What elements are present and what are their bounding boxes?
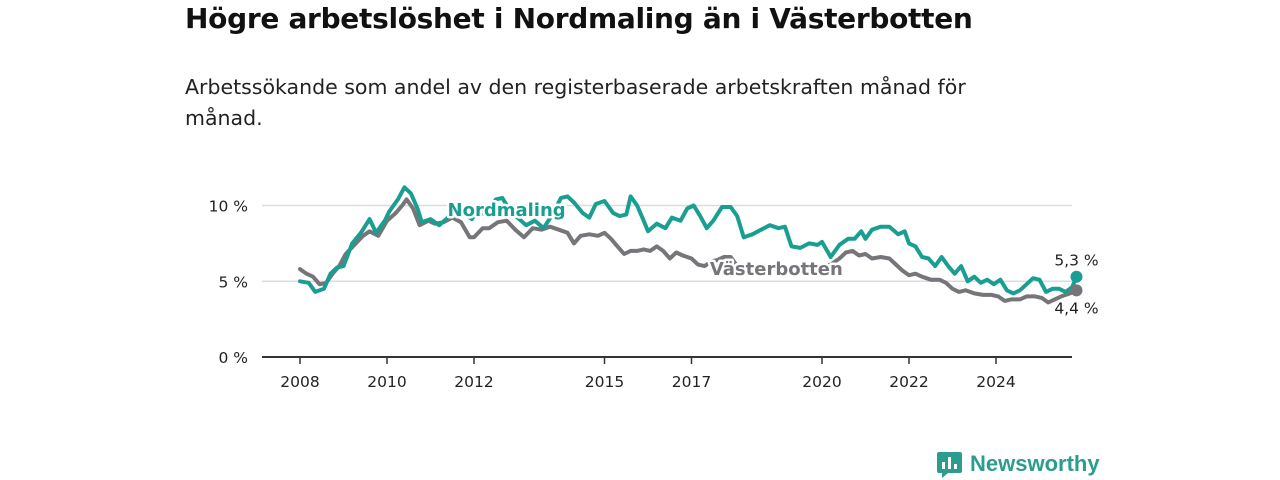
chart-title: Högre arbetslöshet i Nordmaling än i Väs… — [185, 2, 973, 35]
axes: 0 % 5 % 10 % 2008 2010 2012 2015 2017 2020 2022 20… — [209, 198, 1072, 391]
newsworthy-logo-icon — [937, 451, 962, 478]
brand-name: Newsworthy — [970, 451, 1100, 476]
series-labels: Nordmaling Västerbotten 5,3 % 4,4 % — [445, 198, 1099, 318]
end-point-nordmaling — [1070, 270, 1083, 283]
series-line-vasterbotten — [298, 197, 1079, 305]
x-tick-label: 2008 — [280, 373, 319, 391]
x-tick-label: 2022 — [889, 373, 928, 391]
y-tick-label: 5 % — [218, 273, 248, 291]
series-label-vasterbotten: Västerbotten — [710, 259, 843, 280]
brand-logo: Newsworthy — [937, 449, 1100, 479]
y-tick-label: 0 % — [218, 349, 248, 367]
x-tick-label: 2024 — [976, 373, 1015, 391]
x-tick-label: 2017 — [672, 373, 711, 391]
end-label-vasterbotten: 4,4 % — [1054, 299, 1098, 317]
x-tick-label: 2020 — [802, 373, 841, 391]
x-tick-label: 2015 — [585, 373, 624, 391]
end-point-vasterbotten — [1070, 284, 1083, 297]
y-tick-label: 10 % — [209, 198, 248, 216]
chart-subtitle: Arbetssökande som andel av den registerb… — [185, 75, 966, 130]
series-line-nordmaling — [298, 185, 1079, 296]
x-tick-label: 2012 — [454, 373, 493, 391]
x-tick-label: 2010 — [367, 373, 406, 391]
series-label-nordmaling: Nordmaling — [448, 200, 566, 221]
series-lines — [298, 185, 1079, 305]
end-label-nordmaling: 5,3 % — [1054, 252, 1098, 270]
